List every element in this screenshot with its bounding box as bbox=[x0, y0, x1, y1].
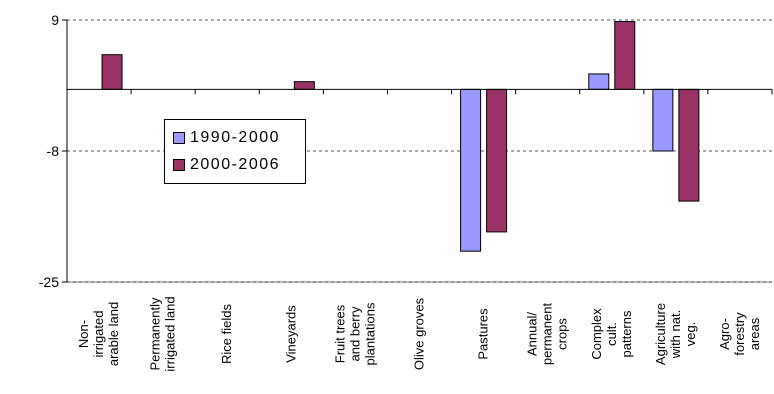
bar-2-9 bbox=[678, 88, 700, 202]
bar-2-8 bbox=[614, 21, 636, 90]
category-label-line: areas bbox=[747, 317, 762, 350]
category-label-line: plantations bbox=[362, 302, 377, 365]
category-label-5: Olive groves bbox=[412, 297, 427, 370]
bar-1-9 bbox=[652, 88, 674, 152]
category-label-line: Non- bbox=[76, 320, 91, 348]
category-label-7: Annual/permanent crops bbox=[525, 303, 570, 366]
axes bbox=[62, 19, 773, 283]
category-label-line: arable land bbox=[106, 302, 121, 366]
category-label-line: Pastures bbox=[476, 308, 491, 360]
category-label-line: irrigated bbox=[91, 311, 106, 358]
bar-2-0 bbox=[101, 54, 123, 90]
category-label-3: Vineyards bbox=[283, 305, 298, 363]
bars bbox=[101, 21, 700, 252]
category-label-1: Permanently irrigated land bbox=[148, 296, 178, 371]
category-label-line: forestry bbox=[732, 312, 747, 356]
category-label-line: Permanently bbox=[148, 297, 163, 370]
legend-item-series-1: 1990-2000 bbox=[165, 124, 305, 151]
category-label-0: Non-irrigated arable land bbox=[76, 302, 121, 366]
category-label-2: Rice fields bbox=[219, 304, 234, 364]
category-label-line: Vineyards bbox=[283, 305, 298, 363]
category-label-line: patterns bbox=[619, 310, 634, 357]
category-label-line: permanent bbox=[540, 303, 555, 366]
legend-item-series-2: 2000-2006 bbox=[165, 151, 305, 178]
category-label-line: Agro- bbox=[717, 318, 732, 350]
category-label-10: Agro-forestry areas bbox=[717, 312, 762, 356]
bar-1-8 bbox=[588, 73, 610, 90]
category-label-line: irrigated land bbox=[163, 296, 178, 371]
category-label-4: Fruit trees and berry plantations bbox=[332, 302, 377, 365]
category-label-line: Fruit trees bbox=[332, 304, 347, 363]
legend-swatch-series-2 bbox=[173, 158, 185, 171]
category-label-line: veg. bbox=[683, 322, 698, 347]
legend: 1990-2000 2000-2006 bbox=[164, 119, 306, 184]
bar-1-6 bbox=[460, 88, 482, 252]
category-label-line: Annual/ bbox=[525, 312, 540, 356]
category-label-line: Agriculture bbox=[653, 303, 668, 365]
y-tick-label: -8 bbox=[47, 143, 60, 159]
y-tick-label: -25 bbox=[39, 274, 59, 290]
category-label-line: Olive groves bbox=[412, 297, 427, 370]
category-label-9: Agriculture with nat. veg. bbox=[653, 303, 698, 365]
category-label-6: Pastures bbox=[476, 308, 491, 360]
category-label-line: cult. bbox=[604, 322, 619, 346]
category-label-line: Complex bbox=[589, 308, 604, 360]
bar-2-3 bbox=[293, 81, 315, 90]
category-labels: Non-irrigated arable land Permanently irrig… bbox=[76, 296, 762, 371]
category-label-line: and berry bbox=[347, 306, 362, 361]
legend-swatch-series-1 bbox=[173, 131, 185, 144]
category-label-line: Rice fields bbox=[219, 304, 234, 364]
category-label-line: crops bbox=[555, 318, 570, 350]
category-label-line: with nat. bbox=[668, 310, 683, 359]
legend-label-series-2: 2000-2006 bbox=[190, 155, 281, 173]
bar-2-6 bbox=[486, 88, 508, 233]
y-tick-labels: 9 -8 -25 bbox=[39, 12, 59, 290]
y-tick-label: 9 bbox=[51, 12, 59, 28]
legend-label-series-1: 1990-2000 bbox=[190, 128, 281, 146]
category-label-8: Complex cult. patterns bbox=[589, 308, 634, 360]
